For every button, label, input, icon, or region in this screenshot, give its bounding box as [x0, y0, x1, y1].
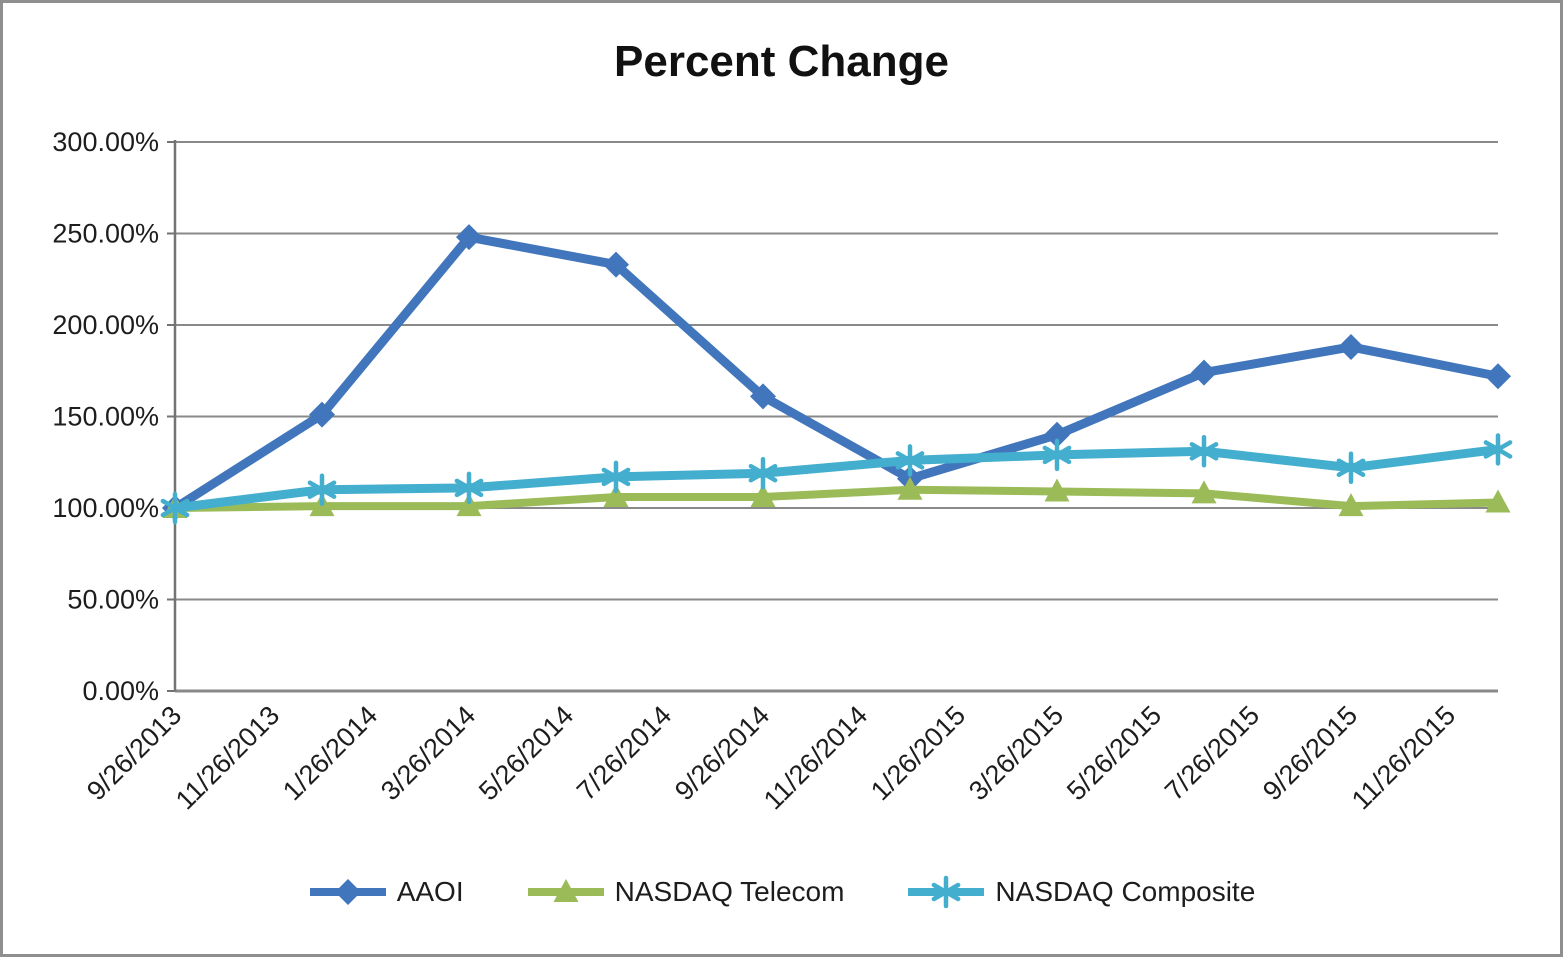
x-axis-tick-label: 7/26/2015: [1159, 700, 1265, 806]
asterisk-marker-icon: [1336, 451, 1366, 484]
diamond-marker-icon: [334, 879, 361, 905]
triangle-marker-icon: [897, 476, 923, 500]
triangle-marker-icon: [553, 879, 579, 902]
x-axis-tick-label: 5/26/2015: [1061, 700, 1167, 806]
triangle-marker-icon: [1191, 480, 1217, 504]
asterisk-marker-icon: [932, 875, 961, 909]
legend-item-nasdaq-composite: NASDAQ Composite: [906, 875, 1255, 909]
asterisk-marker-icon: [160, 491, 190, 525]
legend: AAOI NASDAQ Telecom NASDAQ Composite: [3, 875, 1560, 909]
x-axis-tick-label: 5/26/2014: [473, 700, 579, 806]
y-axis-tick-label: 100.00%: [52, 493, 159, 523]
triangle-marker-icon: [1485, 489, 1511, 513]
asterisk-marker-icon: [1042, 438, 1072, 472]
diamond-marker-icon: [1338, 333, 1364, 360]
series-line-nasdaq-telecom: [171, 485, 1502, 512]
triangle-marker-icon: [1338, 493, 1364, 517]
x-axis-tick-label: 1/26/2014: [277, 700, 383, 806]
chart-canvas: 300.00% 250.00% 200.00% 150.00% 100.00% 50.00…: [52, 127, 1513, 815]
asterisk-marker-icon: [1483, 433, 1513, 466]
series-nasdaq-composite: [160, 433, 1513, 525]
legend-label: AAOI: [396, 876, 464, 907]
y-axis-tick-label: 300.00%: [52, 127, 159, 157]
triangle-marker-icon: [456, 493, 482, 517]
y-axis-tick-label: 200.00%: [52, 310, 159, 340]
triangle-marker-icon: [1044, 478, 1070, 502]
y-axis-tick-label: 50.00%: [67, 585, 159, 615]
x-axis-tick-label: 11/26/2015: [1346, 700, 1461, 815]
y-axis-tick-label: 150.00%: [52, 402, 159, 432]
legend-item-aaoi: AAOI: [308, 875, 464, 909]
x-axis-tick-label: 9/26/2014: [669, 700, 775, 806]
y-axis-tick-label: 0.00%: [82, 676, 159, 706]
x-axis-tick-label: 7/26/2014: [571, 700, 677, 806]
legend-label: NASDAQ Composite: [995, 876, 1256, 907]
triangle-marker-icon: [603, 484, 629, 508]
x-axis-tick-label: 1/26/2015: [865, 700, 971, 806]
asterisk-marker-icon: [307, 473, 337, 506]
x-axis-tick-label: 11/26/2013: [170, 700, 285, 815]
asterisk-marker-icon: [748, 456, 778, 490]
diamond-marker-icon: [1044, 421, 1070, 448]
y-axis-tick-label: 250.00%: [52, 219, 159, 249]
diamond-marker-icon: [1485, 363, 1511, 390]
legend-swatch-nasdaq-telecom: [527, 879, 604, 902]
legend-swatch-aaoi: [309, 879, 386, 905]
x-axis-tick-label: 3/26/2015: [963, 700, 1069, 806]
asterisk-marker-icon: [454, 471, 484, 505]
asterisk-marker-icon: [895, 444, 925, 477]
asterisk-marker-icon: [1189, 435, 1219, 468]
diamond-marker-icon: [309, 401, 335, 428]
asterisk-marker-icon: [601, 460, 631, 494]
triangle-marker-icon: [750, 484, 776, 508]
series-nasdaq-telecom: [162, 476, 1511, 518]
series-aaoi: [162, 224, 1511, 521]
x-axis-tick-label: 11/26/2014: [758, 700, 873, 815]
legend-swatch-nasdaq-composite: [908, 875, 985, 909]
diamond-marker-icon: [1191, 359, 1217, 386]
legend-item-nasdaq-telecom: NASDAQ Telecom: [526, 875, 845, 909]
diamond-marker-icon: [456, 224, 482, 251]
x-axis-tick-label: 9/26/2013: [81, 700, 187, 806]
diamond-marker-icon: [750, 383, 776, 410]
series-line-aaoi: [170, 232, 1503, 513]
legend-label: NASDAQ Telecom: [614, 876, 845, 907]
series-line-nasdaq-composite: [170, 444, 1503, 513]
chart-title: Percent Change: [614, 37, 949, 86]
x-axis-tick-label: 3/26/2014: [375, 700, 481, 806]
x-axis-tick-label: 9/26/2015: [1257, 700, 1363, 806]
